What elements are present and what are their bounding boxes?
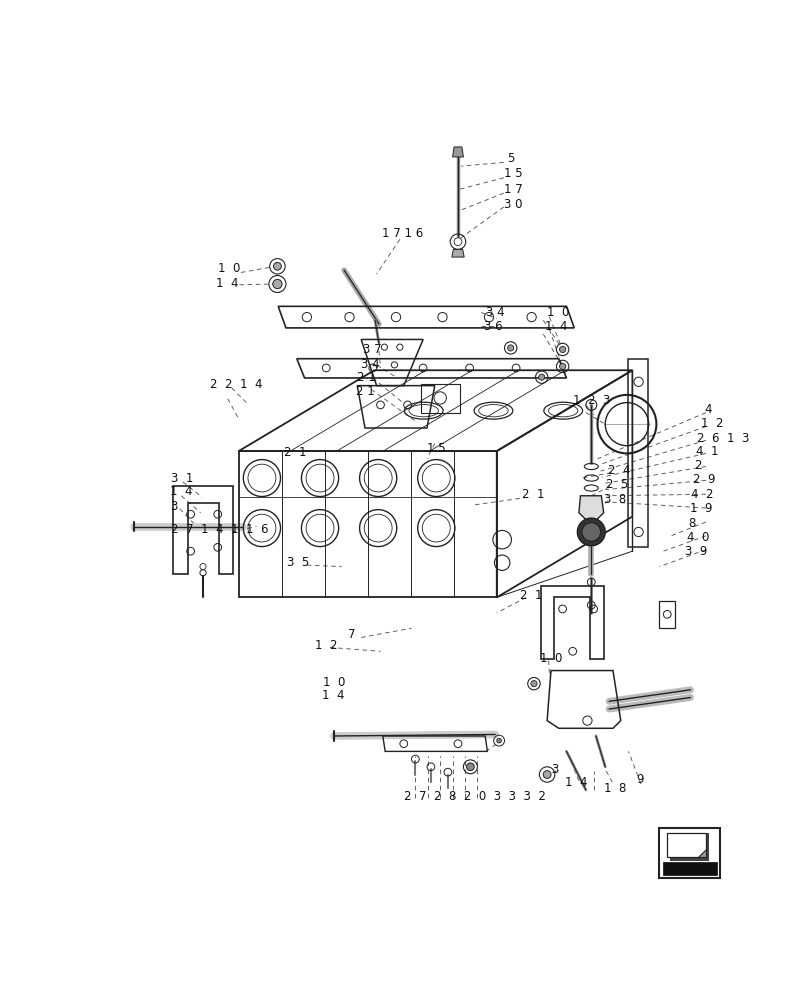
Text: 2  4: 2 4 bbox=[607, 464, 629, 477]
Circle shape bbox=[530, 681, 536, 687]
Text: 1  2  3: 1 2 3 bbox=[572, 394, 609, 407]
Circle shape bbox=[577, 518, 604, 546]
Text: 1  4: 1 4 bbox=[544, 320, 567, 333]
Polygon shape bbox=[667, 833, 705, 857]
Text: 1  4: 1 4 bbox=[216, 277, 238, 290]
Polygon shape bbox=[697, 849, 705, 857]
Text: 2  7  2  8  2  0  3  3  3  2: 2 7 2 8 2 0 3 3 3 2 bbox=[403, 790, 545, 803]
Text: 3 4: 3 4 bbox=[361, 358, 380, 371]
Circle shape bbox=[272, 279, 281, 289]
Text: 4: 4 bbox=[704, 403, 711, 416]
Text: 3  1: 3 1 bbox=[171, 472, 193, 485]
Text: 1  4: 1 4 bbox=[321, 689, 344, 702]
Circle shape bbox=[507, 345, 513, 351]
Text: 2  9: 2 9 bbox=[692, 473, 714, 486]
Circle shape bbox=[581, 523, 600, 541]
Text: 2  1: 2 1 bbox=[521, 488, 544, 501]
Text: 1  0: 1 0 bbox=[547, 306, 569, 319]
Text: 1  4: 1 4 bbox=[169, 485, 192, 498]
Text: 1  9: 1 9 bbox=[689, 502, 711, 515]
Text: 2  1: 2 1 bbox=[519, 589, 542, 602]
Text: 4  0: 4 0 bbox=[686, 531, 708, 544]
Text: 1 5: 1 5 bbox=[427, 442, 445, 455]
Text: 5: 5 bbox=[507, 152, 514, 165]
Circle shape bbox=[538, 374, 544, 380]
Text: 3  5: 3 5 bbox=[287, 556, 309, 569]
Text: 1 7: 1 7 bbox=[503, 183, 521, 196]
Text: 4  2: 4 2 bbox=[690, 488, 713, 501]
Text: 4  1: 4 1 bbox=[695, 445, 718, 458]
Text: 8: 8 bbox=[688, 517, 695, 530]
Text: 2  5: 2 5 bbox=[605, 478, 628, 491]
Text: 3 0: 3 0 bbox=[503, 198, 521, 211]
Circle shape bbox=[543, 771, 551, 778]
Text: 2  6  1  3: 2 6 1 3 bbox=[697, 432, 749, 445]
Circle shape bbox=[559, 346, 565, 353]
Polygon shape bbox=[662, 862, 716, 875]
Text: 2  1: 2 1 bbox=[283, 446, 306, 459]
Text: 1  0: 1 0 bbox=[217, 262, 240, 275]
Text: 2 1: 2 1 bbox=[355, 385, 374, 398]
Text: 3: 3 bbox=[551, 763, 558, 776]
Text: 9: 9 bbox=[636, 773, 643, 786]
Text: 3  8: 3 8 bbox=[603, 493, 626, 506]
Text: 3  9: 3 9 bbox=[684, 545, 706, 558]
Circle shape bbox=[273, 262, 281, 270]
Text: 2: 2 bbox=[693, 459, 701, 472]
Text: 1  0: 1 0 bbox=[323, 676, 345, 689]
Text: 7: 7 bbox=[348, 628, 355, 641]
Polygon shape bbox=[578, 496, 603, 520]
Text: 3: 3 bbox=[169, 500, 177, 513]
Text: 1  2: 1 2 bbox=[700, 417, 722, 430]
Text: 1  0: 1 0 bbox=[539, 652, 562, 666]
Polygon shape bbox=[452, 147, 463, 157]
Polygon shape bbox=[451, 249, 464, 257]
Text: 2 1: 2 1 bbox=[357, 371, 375, 384]
Text: 3 6: 3 6 bbox=[483, 320, 502, 333]
Circle shape bbox=[496, 738, 500, 743]
Circle shape bbox=[466, 763, 474, 771]
Circle shape bbox=[559, 363, 565, 369]
Text: 3 4: 3 4 bbox=[485, 306, 504, 319]
Text: 1  4: 1 4 bbox=[564, 776, 586, 789]
Text: 1  8: 1 8 bbox=[603, 782, 625, 795]
Text: 1  2: 1 2 bbox=[315, 639, 337, 652]
Text: 3 7: 3 7 bbox=[363, 343, 382, 356]
Text: 2  2  1  4: 2 2 1 4 bbox=[210, 378, 262, 391]
Text: 2  7  1  4  1  1  6: 2 7 1 4 1 1 6 bbox=[171, 523, 268, 536]
Text: 1 7 1 6: 1 7 1 6 bbox=[382, 227, 423, 240]
Text: 1 5: 1 5 bbox=[503, 167, 521, 180]
Polygon shape bbox=[670, 833, 708, 861]
